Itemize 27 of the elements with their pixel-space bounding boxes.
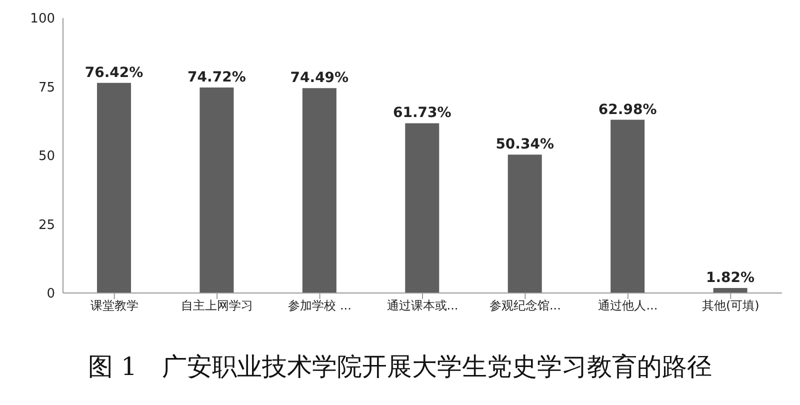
bar	[508, 154, 542, 293]
data-label: 74.72%	[188, 70, 246, 86]
y-tick-label: 0	[46, 286, 55, 302]
x-tick-label: 其他(可填)	[702, 298, 760, 313]
data-label: 62.98%	[598, 102, 657, 118]
x-tick-label: 自主上网学习	[181, 298, 254, 313]
x-tick-label: 通过他人...	[598, 298, 658, 313]
y-tick-label: 100	[30, 12, 55, 27]
x-tick-label: 通过课本或...	[386, 298, 458, 313]
bar	[405, 123, 440, 293]
x-tick-label: 参加学校 ...	[288, 298, 352, 313]
data-label: 74.49%	[290, 70, 349, 86]
x-tick-label: 参观纪念馆...	[489, 298, 561, 313]
data-label: 61.73%	[392, 105, 452, 122]
y-tick-label: 75	[38, 80, 55, 96]
y-tick-label: 50	[38, 149, 55, 164]
bar	[200, 88, 234, 293]
text: 图 1 广安职业技术学院开展大学生党史学习教育的路径	[87, 351, 713, 383]
data-label: 1.82%	[706, 270, 755, 286]
bar	[610, 120, 645, 293]
data-label: 76.42%	[84, 64, 144, 81]
bar	[713, 288, 748, 293]
bar	[97, 82, 131, 293]
x-tick-label: 课堂教学	[90, 298, 138, 313]
y-tick-label: 25	[38, 218, 55, 233]
data-label: 50.34%	[496, 136, 554, 153]
bar	[302, 88, 336, 293]
